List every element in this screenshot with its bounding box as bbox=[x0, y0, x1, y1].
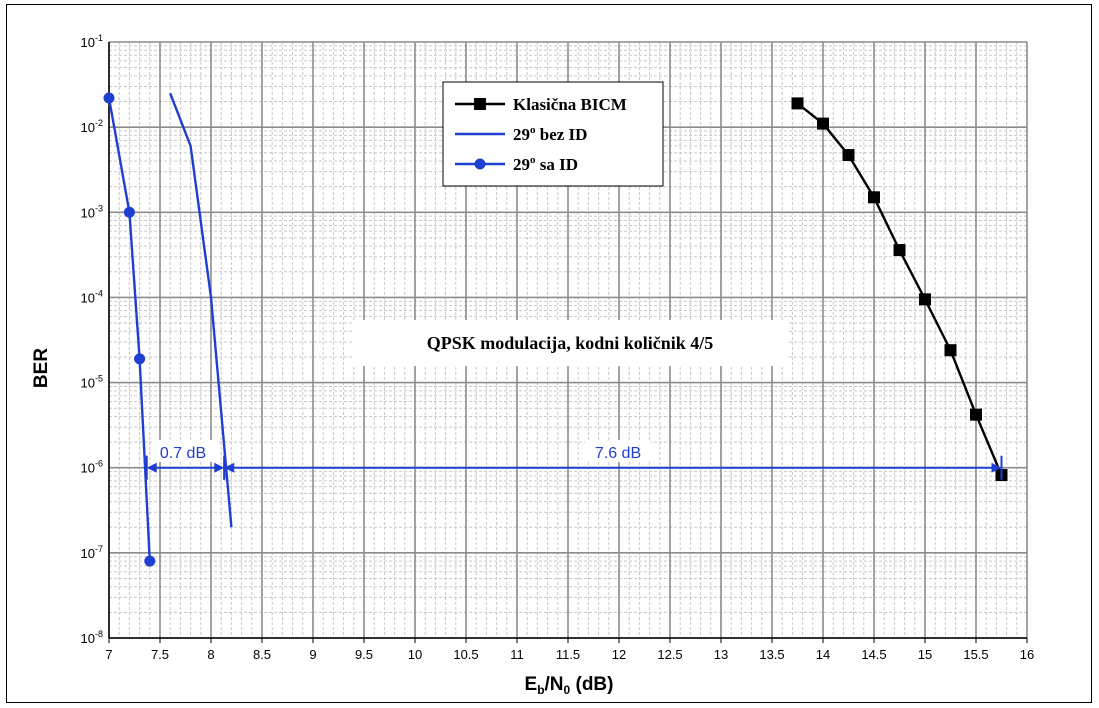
y-tick-label: 10-5 bbox=[81, 374, 103, 391]
arrow-head-left bbox=[224, 462, 235, 473]
arrow-head-left bbox=[146, 462, 157, 473]
legend-label-0: Klasična BICM bbox=[513, 95, 627, 114]
annotations: QPSK modulacija, kodni količnik 4/5 0.7 … bbox=[145, 320, 1003, 480]
data-point-circle bbox=[103, 92, 115, 104]
x-tick-label: 8.5 bbox=[253, 647, 271, 662]
x-tick-label: 12 bbox=[612, 647, 626, 662]
x-tick-label: 10 bbox=[408, 647, 422, 662]
data-point-square bbox=[868, 191, 880, 204]
x-tick-label: 11.5 bbox=[556, 647, 580, 662]
x-tick-label: 15 bbox=[918, 647, 932, 662]
x-tick-label: 7 bbox=[105, 647, 112, 662]
data-series bbox=[103, 92, 1008, 567]
y-tick-label: 10-1 bbox=[81, 33, 103, 50]
y-tick-label: 10-7 bbox=[81, 544, 103, 561]
x-tick-label: 12.5 bbox=[657, 647, 682, 662]
x-tick-label: 8 bbox=[207, 647, 214, 662]
data-point-square bbox=[817, 117, 829, 130]
legend-marker-square bbox=[474, 98, 486, 110]
arrow-head-right bbox=[991, 462, 1002, 473]
data-point-square bbox=[944, 344, 957, 357]
y-tick-label: 10-4 bbox=[81, 288, 103, 305]
y-tick-label: 10-6 bbox=[81, 459, 103, 476]
x-tick-label: 16 bbox=[1020, 647, 1034, 662]
dimension-arrow-1 bbox=[223, 455, 1003, 480]
y-tick-labels: 10-1 10-2 10-3 10-4 10-5 10-6 10-7 10-8 bbox=[81, 33, 103, 646]
arrow-head-right bbox=[214, 462, 225, 473]
dB-label-bg-2 bbox=[585, 440, 651, 462]
annotation-text: QPSK modulacija, kodni količnik 4/5 bbox=[427, 333, 714, 353]
y-tick-label: 10-3 bbox=[81, 203, 103, 220]
y-tick-label: 10-8 bbox=[81, 629, 103, 646]
series-line-2 bbox=[107, 97, 151, 562]
dB-label-bg-1 bbox=[152, 440, 218, 462]
y-axis-title: BER bbox=[31, 348, 52, 388]
x-axis-title: Eb/N0 (dB) bbox=[525, 674, 614, 697]
data-point-circle bbox=[144, 555, 156, 567]
data-point-circle bbox=[134, 353, 146, 365]
x-tick-labels: 7 7.5 8 8.5 9 9.5 10 10.5 11 11.5 12 12.5 13 13.5 14 14… bbox=[105, 638, 1034, 662]
series-line-1 bbox=[169, 92, 233, 528]
x-tick-label: 14.5 bbox=[861, 647, 886, 662]
data-point-square bbox=[842, 149, 855, 162]
data-point-square bbox=[970, 408, 982, 421]
x-tick-label: 13.5 bbox=[759, 647, 784, 662]
x-tick-label: 15.5 bbox=[963, 647, 988, 662]
data-point-square bbox=[893, 244, 906, 257]
x-tick-label: 7.5 bbox=[151, 647, 169, 662]
x-tick-label: 14 bbox=[816, 647, 830, 662]
data-point-square bbox=[791, 97, 804, 110]
x-tick-label: 13 bbox=[714, 647, 728, 662]
figure-frame bbox=[6, 4, 1092, 703]
legend: Klasična BICM 29o bez ID 29o sa ID bbox=[442, 81, 664, 187]
annotation-7.6dB: 7.6 dB bbox=[595, 445, 641, 462]
legend-marker-circle bbox=[474, 158, 486, 170]
x-tick-label: 9 bbox=[309, 647, 316, 662]
y-tick-label: 10-2 bbox=[81, 118, 103, 135]
legend-label-2: 29o sa ID bbox=[513, 154, 578, 174]
x-tick-label: 10.5 bbox=[453, 647, 478, 662]
x-tick-label: 11 bbox=[510, 647, 524, 662]
annotation-box bbox=[352, 320, 788, 366]
legend-label-1: 29o bez ID bbox=[513, 124, 587, 144]
annotation-0.7dB: 0.7 dB bbox=[160, 445, 206, 462]
data-point-square bbox=[919, 293, 931, 306]
data-point-circle bbox=[123, 206, 135, 218]
x-tick-label: 9.5 bbox=[355, 647, 373, 662]
